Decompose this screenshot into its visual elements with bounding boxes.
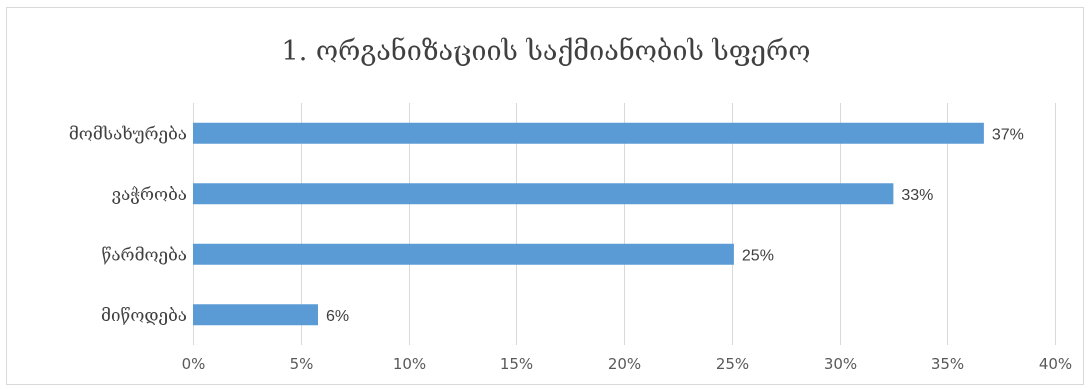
chart-title: 1. ორგანიზაციის საქმიანობის სფერო bbox=[281, 36, 811, 67]
x-tick-label: 40% bbox=[1039, 355, 1072, 373]
data-label: 6% bbox=[326, 308, 349, 325]
bar bbox=[193, 122, 984, 144]
x-tick-label: 30% bbox=[824, 355, 857, 373]
category-label: წარმოება bbox=[101, 245, 187, 265]
x-tick-label: 20% bbox=[608, 355, 641, 373]
x-tick-label: 10% bbox=[393, 355, 426, 373]
x-tick-label: 25% bbox=[716, 355, 749, 373]
x-tick-label: 15% bbox=[500, 355, 533, 373]
data-label: 25% bbox=[742, 247, 774, 264]
data-label: 37% bbox=[992, 126, 1024, 143]
data-label: 33% bbox=[901, 187, 933, 204]
category-label: მომსახურება bbox=[69, 124, 187, 144]
category-label: ვაჭრობა bbox=[112, 185, 187, 205]
x-tick-label: 5% bbox=[290, 355, 314, 373]
bar bbox=[193, 183, 894, 205]
x-tick-label: 0% bbox=[182, 355, 206, 373]
bar bbox=[193, 243, 734, 265]
category-label: მიწოდება bbox=[101, 306, 187, 326]
x-tick-label: 35% bbox=[931, 355, 964, 373]
bar bbox=[193, 304, 318, 326]
